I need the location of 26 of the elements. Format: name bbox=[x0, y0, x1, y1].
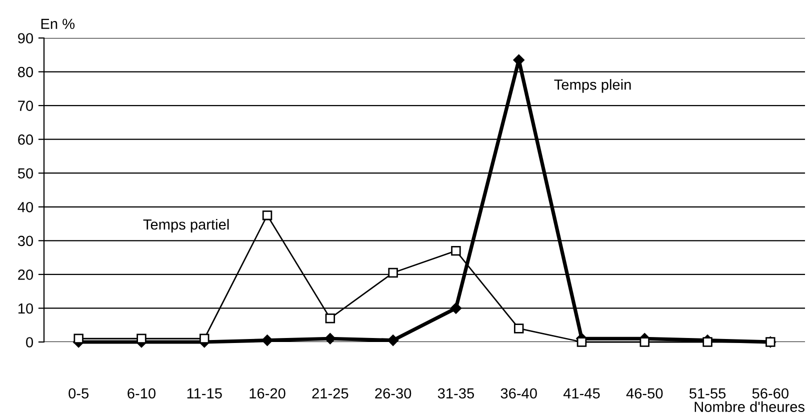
x-tick-label: 21-25 bbox=[312, 388, 348, 399]
y-tick-label: 90 bbox=[18, 33, 34, 44]
y-tick-label: 10 bbox=[18, 303, 34, 314]
y-tick-label: 40 bbox=[18, 202, 34, 212]
y-tick-label: 50 bbox=[18, 168, 34, 179]
x-tick-label: 36-40 bbox=[500, 388, 537, 399]
x-tick-label: 41-45 bbox=[563, 388, 600, 399]
y-tick-label: 70 bbox=[18, 100, 34, 111]
x-tick-label: 0-5 bbox=[68, 388, 89, 399]
x-tick-label: 31-35 bbox=[438, 388, 474, 399]
y-tick-label: 0 bbox=[26, 337, 34, 348]
x-tick-label: 46-50 bbox=[626, 388, 663, 399]
y-tick-label: 80 bbox=[18, 66, 34, 78]
x-tick-label: 11-15 bbox=[187, 388, 222, 399]
y-axis-title: En % bbox=[41, 18, 75, 29]
x-tick-label: 6-10 bbox=[128, 388, 156, 399]
x-tick-label: 16-20 bbox=[250, 388, 286, 399]
y-tick-label: 30 bbox=[18, 236, 34, 246]
x-axis-title: Nombre d'heures bbox=[694, 401, 804, 412]
x-tick-label: 51-55 bbox=[689, 388, 726, 399]
series-label: Temps plein bbox=[554, 79, 631, 93]
y-tick-label: 20 bbox=[18, 270, 34, 280]
series-label: Temps partiel bbox=[143, 218, 229, 233]
y-tick-label: 60 bbox=[18, 134, 34, 145]
x-tick-label: 56-60 bbox=[752, 388, 788, 399]
x-tick-label: 26-30 bbox=[375, 388, 412, 399]
